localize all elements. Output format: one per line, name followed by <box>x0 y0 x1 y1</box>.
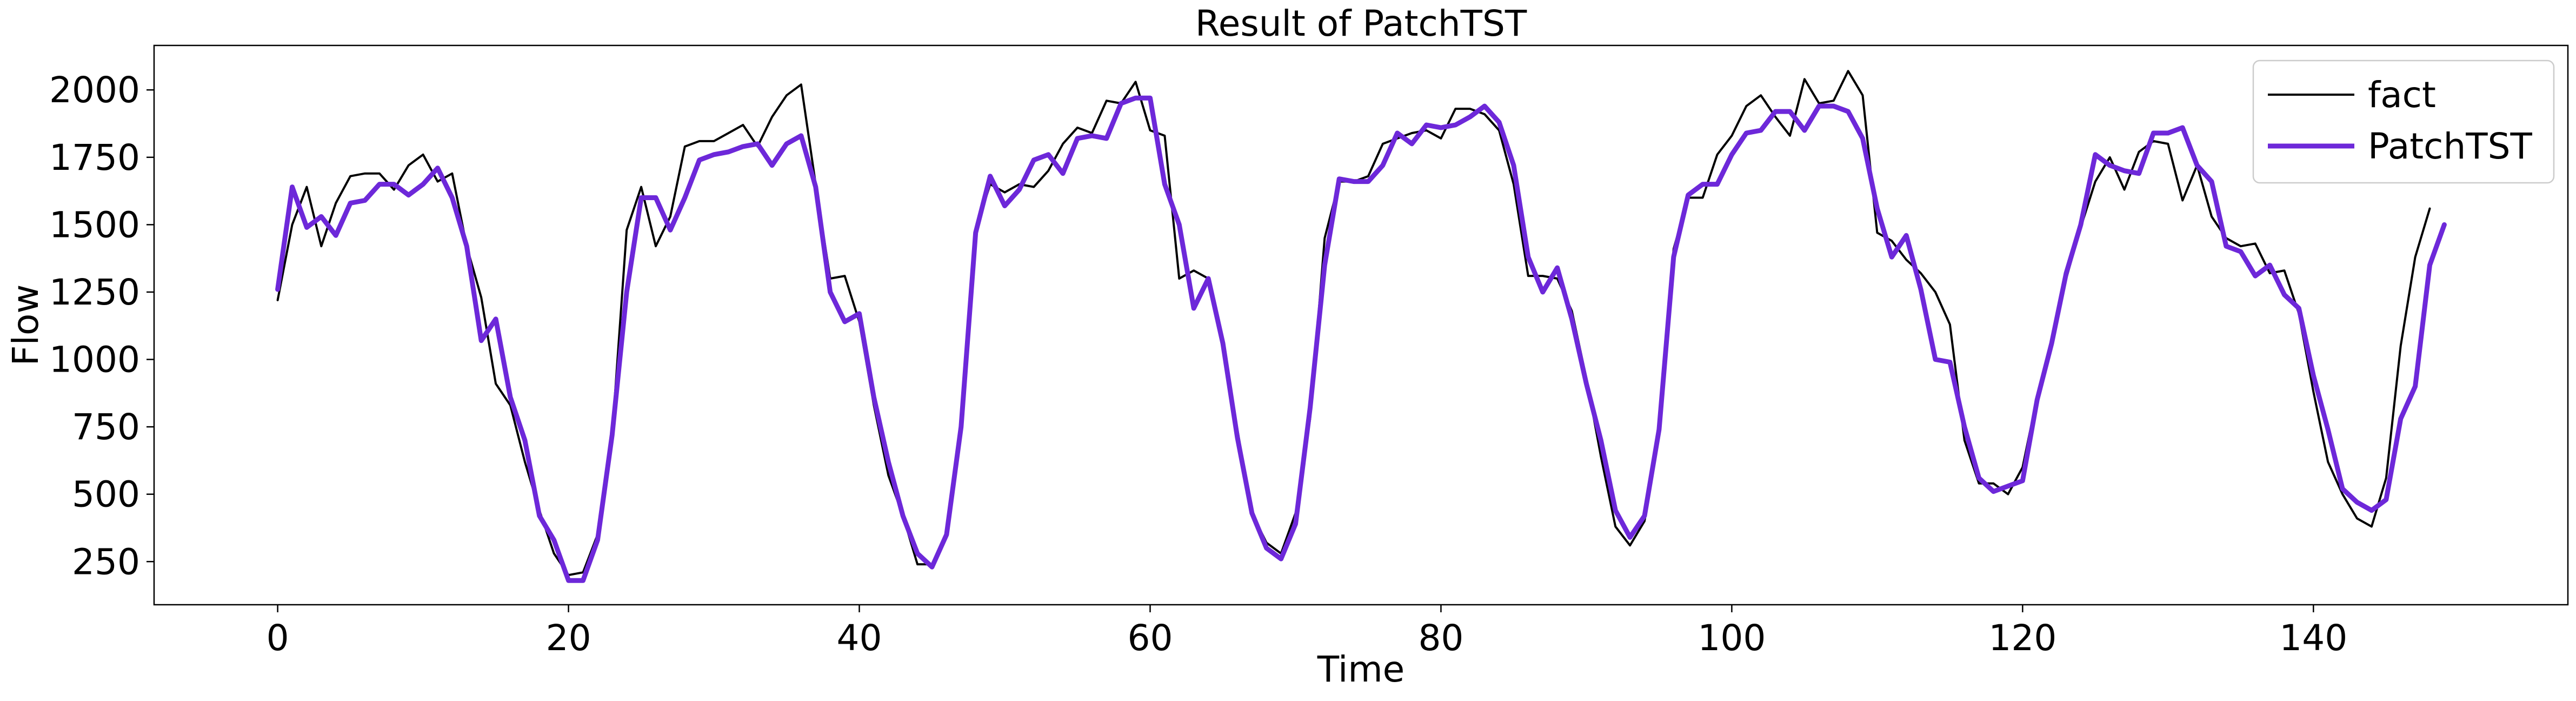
x-tick-label: 0 <box>267 617 289 659</box>
legend-label-fact: fact <box>2368 74 2436 116</box>
y-tick-label: 1500 <box>49 204 140 246</box>
legend-box <box>2252 59 2555 184</box>
y-axis: 250 500 750 1000 1250 1500 1750 2000 <box>49 69 154 583</box>
series-line-patchtst <box>275 95 2447 583</box>
x-tick-label: 80 <box>1418 617 1463 659</box>
plot-area <box>275 70 2447 583</box>
x-tick-label: 40 <box>837 617 882 659</box>
x-tick-label: 20 <box>546 617 591 659</box>
y-tick-label: 1750 <box>49 137 140 178</box>
legend-label-patchtst: PatchTST <box>2368 125 2532 167</box>
y-tick-label: 250 <box>72 541 140 583</box>
x-tick-label: 60 <box>1127 617 1173 659</box>
y-tick-label: 750 <box>72 406 140 448</box>
legend: fact PatchTST <box>2252 59 2555 184</box>
y-tick-label: 1000 <box>49 339 140 381</box>
y-tick-label: 1250 <box>49 272 140 313</box>
y-tick-label: 2000 <box>49 69 140 111</box>
x-tick-label: 140 <box>2279 617 2347 659</box>
x-axis: 0 20 40 60 80 100 120 140 <box>267 605 2347 659</box>
y-tick-label: 500 <box>72 474 140 515</box>
x-axis-label: Time <box>1317 649 1405 690</box>
x-tick-label: 100 <box>1698 617 1766 659</box>
chart-title: Result of PatchTST <box>1195 3 1527 44</box>
x-tick-label: 120 <box>1988 617 2056 659</box>
plot-frame <box>153 44 2569 606</box>
y-axis-label: Flow <box>5 285 46 366</box>
